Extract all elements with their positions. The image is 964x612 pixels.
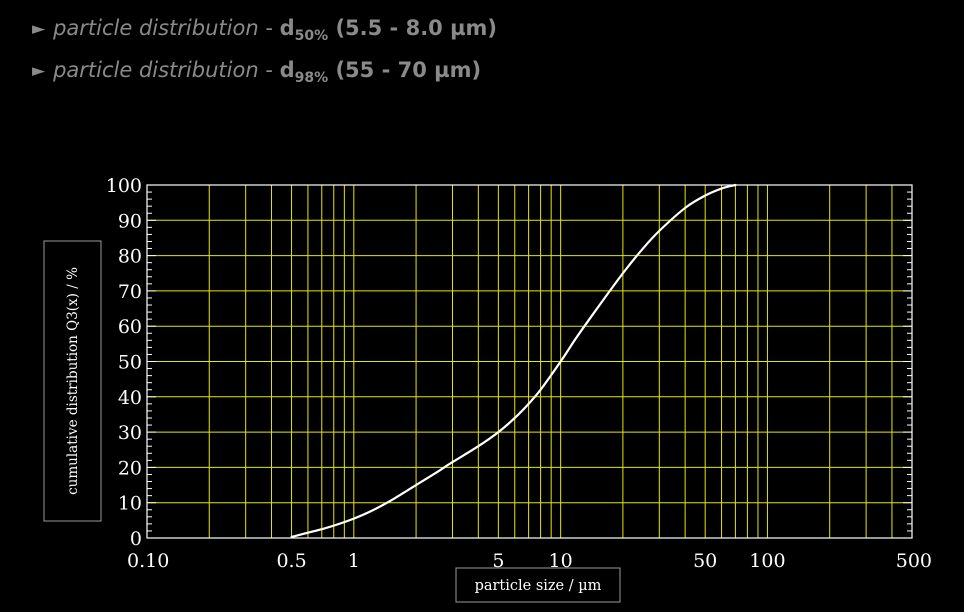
y-tick-label: 50 [118,352,142,374]
x-tick-labels: 0.10 0.5 1 5 10 50 100 500 [127,550,932,572]
x-tick-label: 5 [492,550,504,572]
y-tick-label: 100 [106,175,142,197]
y-tick-labels: 0 10 20 30 40 50 60 70 80 90 100 [106,175,142,550]
bullet-label: particle distribution [53,16,259,40]
bullet-d98: ► particle distribution - d98% (55 - 70 µ… [32,58,481,86]
y-tick-label: 60 [118,316,142,338]
bullet-symbol: d [279,16,295,40]
grid-lines [147,185,912,538]
bullet-subscript: 50% [294,28,329,44]
x-axis-label-box [455,567,621,603]
bullet-dash: - [258,58,280,82]
bullet-symbol: d [279,58,295,82]
y-tick-label: 20 [118,457,142,479]
bullet-dash: - [258,16,280,40]
y-tick-label: 80 [118,246,142,268]
y-tick-label: 30 [118,422,142,444]
y-axis-label: cumulative distribution Q3(x) / % [65,267,81,495]
x-tick-label: 0.10 [127,550,169,572]
plot-frame [146,184,913,539]
bullet-range: (55 - 70 µm) [328,58,482,82]
bullet-arrow-icon: ► [32,61,46,81]
x-tick-label: 100 [749,550,785,572]
bullet-subscript: 98% [294,70,329,86]
x-tick-label: 500 [896,550,932,572]
x-axis-label: particle size / µm [475,578,602,594]
bullet-label: particle distribution [53,58,259,82]
y-tick-label: 10 [118,493,142,515]
y-tick-label: 70 [118,281,142,303]
y-tick-label: 40 [118,387,142,409]
x-tick-label: 0.5 [276,550,306,572]
bullet-range: (5.5 - 8.0 µm) [328,16,498,40]
x-tick-label: 10 [549,550,573,572]
x-tick-label: 1 [348,550,360,572]
x-tick-label: 50 [693,550,717,572]
y-tick-label: 90 [118,210,142,232]
series-curve [290,183,737,539]
bullet-arrow-icon: ► [32,19,46,39]
y-axis-label-box [43,240,102,522]
bullet-d50: ► particle distribution - d50% (5.5 - 8.0… [32,16,497,44]
minor-ticks [147,184,912,539]
y-tick-label: 0 [130,528,142,550]
